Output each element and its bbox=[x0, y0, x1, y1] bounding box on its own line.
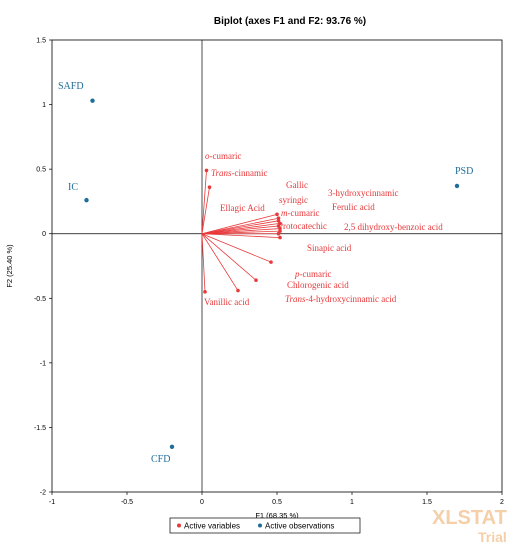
variable-vector-p-cumaric bbox=[201, 233, 272, 263]
y-tick-label: -1.5 bbox=[34, 425, 46, 432]
variable-vector-trans-4-hydroxycinnamic-acid bbox=[201, 233, 239, 291]
observation-label-psd: PSD bbox=[455, 166, 473, 177]
watermark-line2: Trial bbox=[478, 529, 507, 545]
variable-label-ferulic-acid: Ferulic acid bbox=[332, 202, 375, 212]
variable-label-trans-cinnamic: Trans-cinnamic bbox=[211, 168, 268, 178]
legend-label-observations: Active observations bbox=[265, 522, 334, 531]
x-tick-label: 0 bbox=[200, 499, 204, 506]
variable-point-protocatechic bbox=[276, 231, 281, 236]
chart-title: Biplot (axes F1 and F2: 93.76 %) bbox=[214, 16, 366, 27]
variable-point-o-cumaric bbox=[204, 168, 209, 173]
observation-point-ic bbox=[84, 197, 89, 203]
variable-point-p-cumaric bbox=[269, 260, 273, 264]
variable-label-2-5-dihydroxy-benzoic-acid: 2,5 dihydroxy-benzoic acid bbox=[344, 222, 443, 232]
variable-vector-o-cumaric bbox=[201, 170, 207, 234]
variable-point-trans-cinnamic bbox=[207, 185, 212, 190]
x-tick-label: 1.5 bbox=[422, 499, 432, 506]
x-tick-label: 1 bbox=[350, 499, 354, 506]
legend-label-variables: Active variables bbox=[184, 522, 240, 531]
x-tick-label: -0.5 bbox=[121, 499, 133, 506]
variable-label-p-cumaric: p-cumaric bbox=[294, 269, 331, 279]
legend: Active variables Active observations bbox=[169, 517, 361, 534]
observation-label-safd: SAFD bbox=[58, 81, 84, 92]
legend-box bbox=[169, 517, 361, 534]
y-tick-label: -1 bbox=[40, 360, 46, 367]
observation-label-cfd: CFD bbox=[151, 454, 170, 465]
y-tick-label: -0.5 bbox=[34, 296, 46, 303]
watermark-line1: XLSTAT bbox=[432, 507, 507, 529]
variable-vector-ferulic-acid bbox=[201, 222, 281, 235]
observation-label-ic: IC bbox=[68, 182, 78, 193]
x-tick-label: -1 bbox=[49, 499, 55, 506]
variable-point-chlorogenic-acid bbox=[254, 278, 258, 283]
plot-area bbox=[51, 39, 503, 493]
variable-vector-3-hydroxycinnamic bbox=[201, 217, 279, 235]
variable-label-sinapic-acid: Sinapic acid bbox=[307, 243, 352, 253]
y-tick-label: 1.5 bbox=[36, 38, 46, 45]
variable-label-o-cumaric: o-cumaric bbox=[205, 151, 241, 161]
variable-point-3-hydroxycinnamic bbox=[276, 216, 281, 221]
y-tick-label: 0 bbox=[42, 231, 46, 238]
variable-label-syringic: syringic bbox=[279, 195, 308, 205]
observation-point-psd bbox=[454, 183, 460, 189]
variable-vector-2-5-dihydroxy-benzoic-acid bbox=[201, 230, 281, 235]
variable-point-gallic bbox=[275, 212, 279, 217]
legend-marker-variables bbox=[177, 523, 181, 528]
variable-label-m-cumaric: m-cumaric bbox=[281, 208, 319, 218]
variable-label-trans-4-hydroxycinnamic-acid: Trans-4-hydroxycinnamic acid bbox=[285, 294, 397, 304]
x-tick-label: 0.5 bbox=[272, 499, 282, 506]
variable-vector-m-cumaric bbox=[201, 228, 281, 235]
variable-label-chlorogenic-acid: Chlorogenic acid bbox=[287, 280, 349, 290]
legend-marker-observations bbox=[258, 523, 262, 528]
variable-vector-ellagic-acid bbox=[201, 225, 279, 235]
variable-point-trans-4-hydroxycinnamic-acid bbox=[236, 288, 240, 293]
variable-vector-sinapic-acid bbox=[201, 233, 281, 238]
variable-vector-chlorogenic-acid bbox=[201, 233, 257, 281]
observation-point-safd bbox=[90, 98, 95, 103]
x-axis-label: F1 (68.35 %) bbox=[255, 511, 299, 520]
variable-label-vanillic-acid: Vanillic acid bbox=[204, 297, 250, 307]
y-tick-label: 1 bbox=[42, 102, 46, 109]
variable-vector-vanillic-acid bbox=[201, 233, 206, 292]
variable-label-3-hydroxycinnamic: 3-hydroxycinnamic bbox=[328, 188, 398, 198]
variable-vector-gallic bbox=[201, 213, 278, 235]
variable-point-vanillic-acid bbox=[203, 290, 207, 294]
x-tick-label: 2 bbox=[500, 499, 504, 506]
variable-label-protocatechic: Protocatechic bbox=[278, 221, 327, 231]
variable-point-m-cumaric bbox=[278, 226, 282, 231]
variable-vector-trans-cinnamic bbox=[201, 187, 210, 234]
variable-vector-syringic bbox=[201, 220, 279, 235]
variable-label-ellagic-acid: Ellagic Acid bbox=[220, 203, 265, 213]
variable-label-gallic: Gallic bbox=[286, 180, 308, 190]
y-axis-label: F2 (25.40 %) bbox=[5, 244, 14, 288]
variable-point-sinapic-acid bbox=[278, 235, 282, 240]
y-tick-label: -2 bbox=[40, 490, 46, 497]
watermark: XLSTAT Trial bbox=[432, 507, 507, 545]
observation-point-cfd bbox=[169, 444, 175, 449]
y-tick-label: 0.5 bbox=[36, 167, 46, 174]
